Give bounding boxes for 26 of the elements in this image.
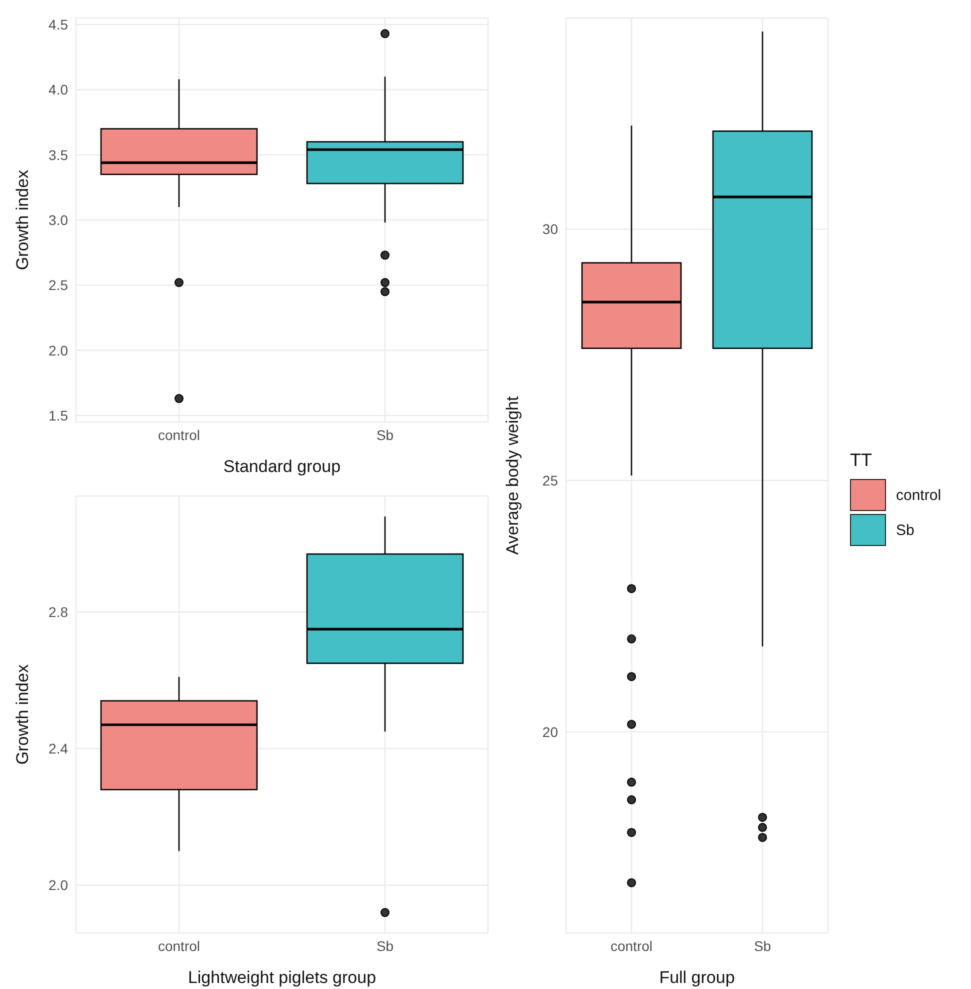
x-axis-title: Full group xyxy=(659,968,735,987)
y-tick-label: 3.5 xyxy=(48,146,68,163)
y-tick-label: 4.0 xyxy=(48,82,68,98)
y-tick-label: 1.5 xyxy=(48,407,68,424)
y-tick-label: 2.8 xyxy=(48,604,68,620)
x-tick-label: Sb xyxy=(376,938,394,954)
x-tick-label: Sb xyxy=(754,938,772,954)
y-tick-label: 2.0 xyxy=(48,342,68,358)
y-tick-label: 2.5 xyxy=(48,277,68,294)
y-tick-label: 25 xyxy=(542,472,558,488)
x-axis-title: Lightweight piglets group xyxy=(188,968,376,987)
y-tick-label: 4.5 xyxy=(48,16,68,32)
legend-label: Sb xyxy=(896,522,914,538)
y-axis-title: Average body weight xyxy=(503,396,522,555)
y-tick-label: 20 xyxy=(542,724,558,740)
y-tick-label: 3.0 xyxy=(48,212,68,228)
y-tick-label: 2.4 xyxy=(48,740,68,757)
y-tick-label: 2.0 xyxy=(48,877,68,894)
y-axis-title: Growth index xyxy=(13,169,32,270)
y-tick-label: 30 xyxy=(542,221,558,238)
legend-label: control xyxy=(896,486,942,504)
legend-title: TT xyxy=(850,450,873,471)
x-tick-label: control xyxy=(158,938,200,954)
x-axis-title: Standard group xyxy=(223,457,341,476)
y-axis-title: Growth index xyxy=(13,664,32,765)
x-tick-label: control xyxy=(610,938,653,954)
